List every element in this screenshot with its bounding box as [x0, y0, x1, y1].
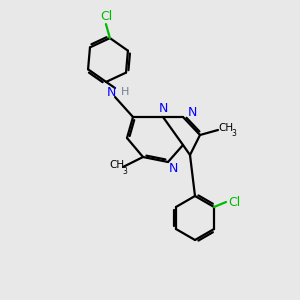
Text: 3: 3	[123, 167, 128, 176]
Text: N: N	[106, 85, 116, 98]
Text: CH: CH	[218, 123, 234, 133]
Text: Cl: Cl	[100, 10, 112, 22]
Text: Cl: Cl	[228, 196, 240, 208]
Text: N: N	[168, 163, 178, 176]
Text: N: N	[187, 106, 197, 119]
Text: N: N	[158, 103, 168, 116]
Text: 3: 3	[232, 130, 236, 139]
Text: CH: CH	[110, 160, 124, 170]
Text: H: H	[121, 87, 129, 97]
